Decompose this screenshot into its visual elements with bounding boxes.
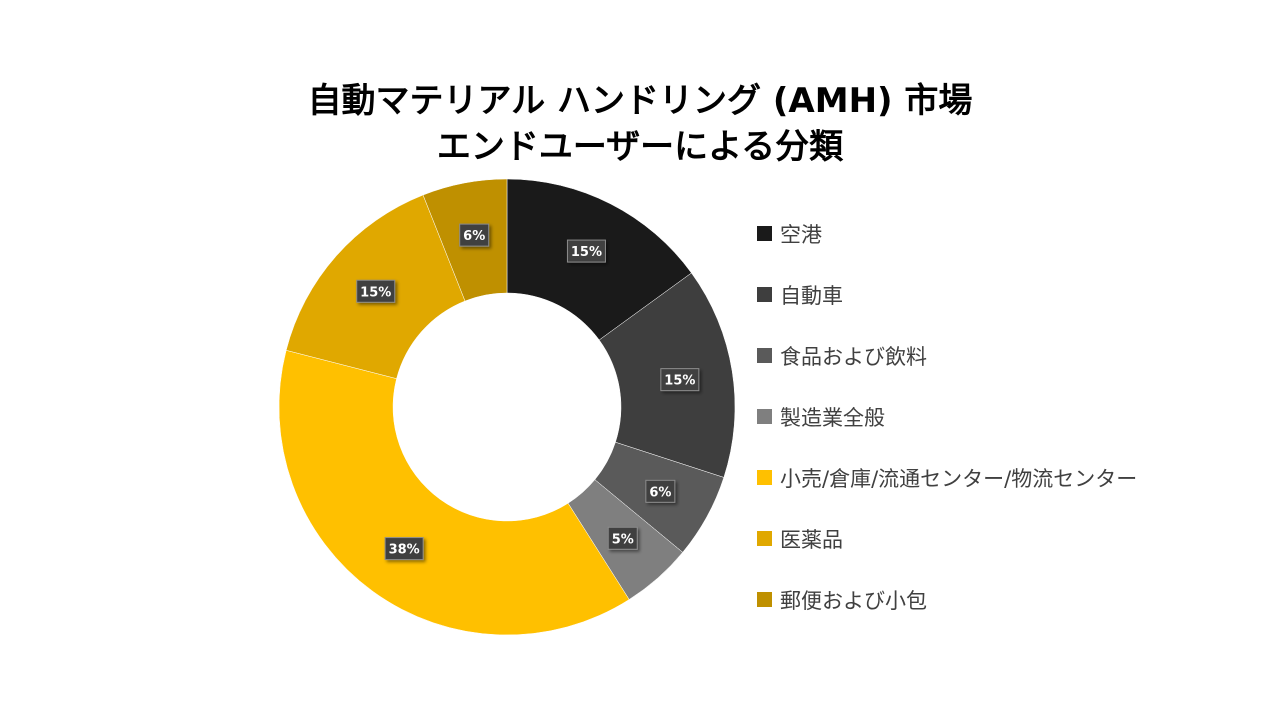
chart-legend: 空港 自動車 食品および飲料 製造業全般 小売/倉庫/流通センター/物流センター…	[757, 203, 1137, 630]
legend-item: 食品および飲料	[757, 325, 1137, 386]
chart-title: 自動マテリアル ハンドリング (AMH) 市場 エンドユーザーによる分類	[0, 78, 1280, 170]
data-label: 15%	[566, 239, 606, 263]
legend-item: 医薬品	[757, 508, 1137, 569]
data-label-text: 38%	[389, 543, 420, 558]
legend-item: 郵便および小包	[757, 569, 1137, 630]
data-label-box	[660, 368, 700, 392]
legend-swatch	[757, 287, 772, 302]
legend-label: 空港	[780, 222, 822, 247]
legend-item: 空港	[757, 203, 1137, 264]
data-label: 15%	[356, 279, 396, 303]
data-label-text: 5%	[612, 532, 634, 547]
legend-swatch	[757, 470, 772, 485]
donut-slice	[278, 349, 630, 636]
legend-item: 小売/倉庫/流通センター/物流センター	[757, 447, 1137, 508]
data-label-text: 15%	[664, 374, 695, 389]
legend-item: 製造業全般	[757, 386, 1137, 447]
data-label: 15%	[660, 368, 700, 392]
legend-label: 食品および飲料	[780, 344, 927, 369]
data-label-box	[459, 223, 490, 247]
legend-label: 医薬品	[780, 527, 843, 552]
data-label-box	[356, 279, 396, 303]
data-label: 38%	[384, 537, 424, 561]
legend-item: 自動車	[757, 264, 1137, 325]
data-label-box	[607, 526, 638, 550]
data-label-text: 6%	[463, 229, 485, 244]
legend-label: 自動車	[780, 283, 843, 308]
legend-swatch	[757, 592, 772, 607]
legend-swatch	[757, 409, 772, 424]
data-label-text: 15%	[360, 285, 391, 300]
data-label-text: 15%	[571, 245, 602, 260]
data-label: 5%	[607, 526, 638, 550]
data-label-text: 6%	[649, 485, 671, 500]
data-label-box	[384, 537, 424, 561]
legend-swatch	[757, 226, 772, 241]
chart-title-line-2: エンドユーザーによる分類	[436, 127, 844, 167]
legend-label: 製造業全般	[780, 405, 885, 430]
data-label-box	[645, 479, 676, 503]
legend-label: 郵便および小包	[780, 588, 927, 613]
legend-swatch	[757, 531, 772, 546]
data-label: 6%	[459, 223, 490, 247]
data-label: 6%	[645, 479, 676, 503]
data-label-box	[566, 239, 606, 263]
legend-swatch	[757, 348, 772, 363]
legend-label: 小売/倉庫/流通センター/物流センター	[780, 466, 1138, 491]
chart-title-line-1: 自動マテリアル ハンドリング (AMH) 市場	[307, 81, 973, 121]
